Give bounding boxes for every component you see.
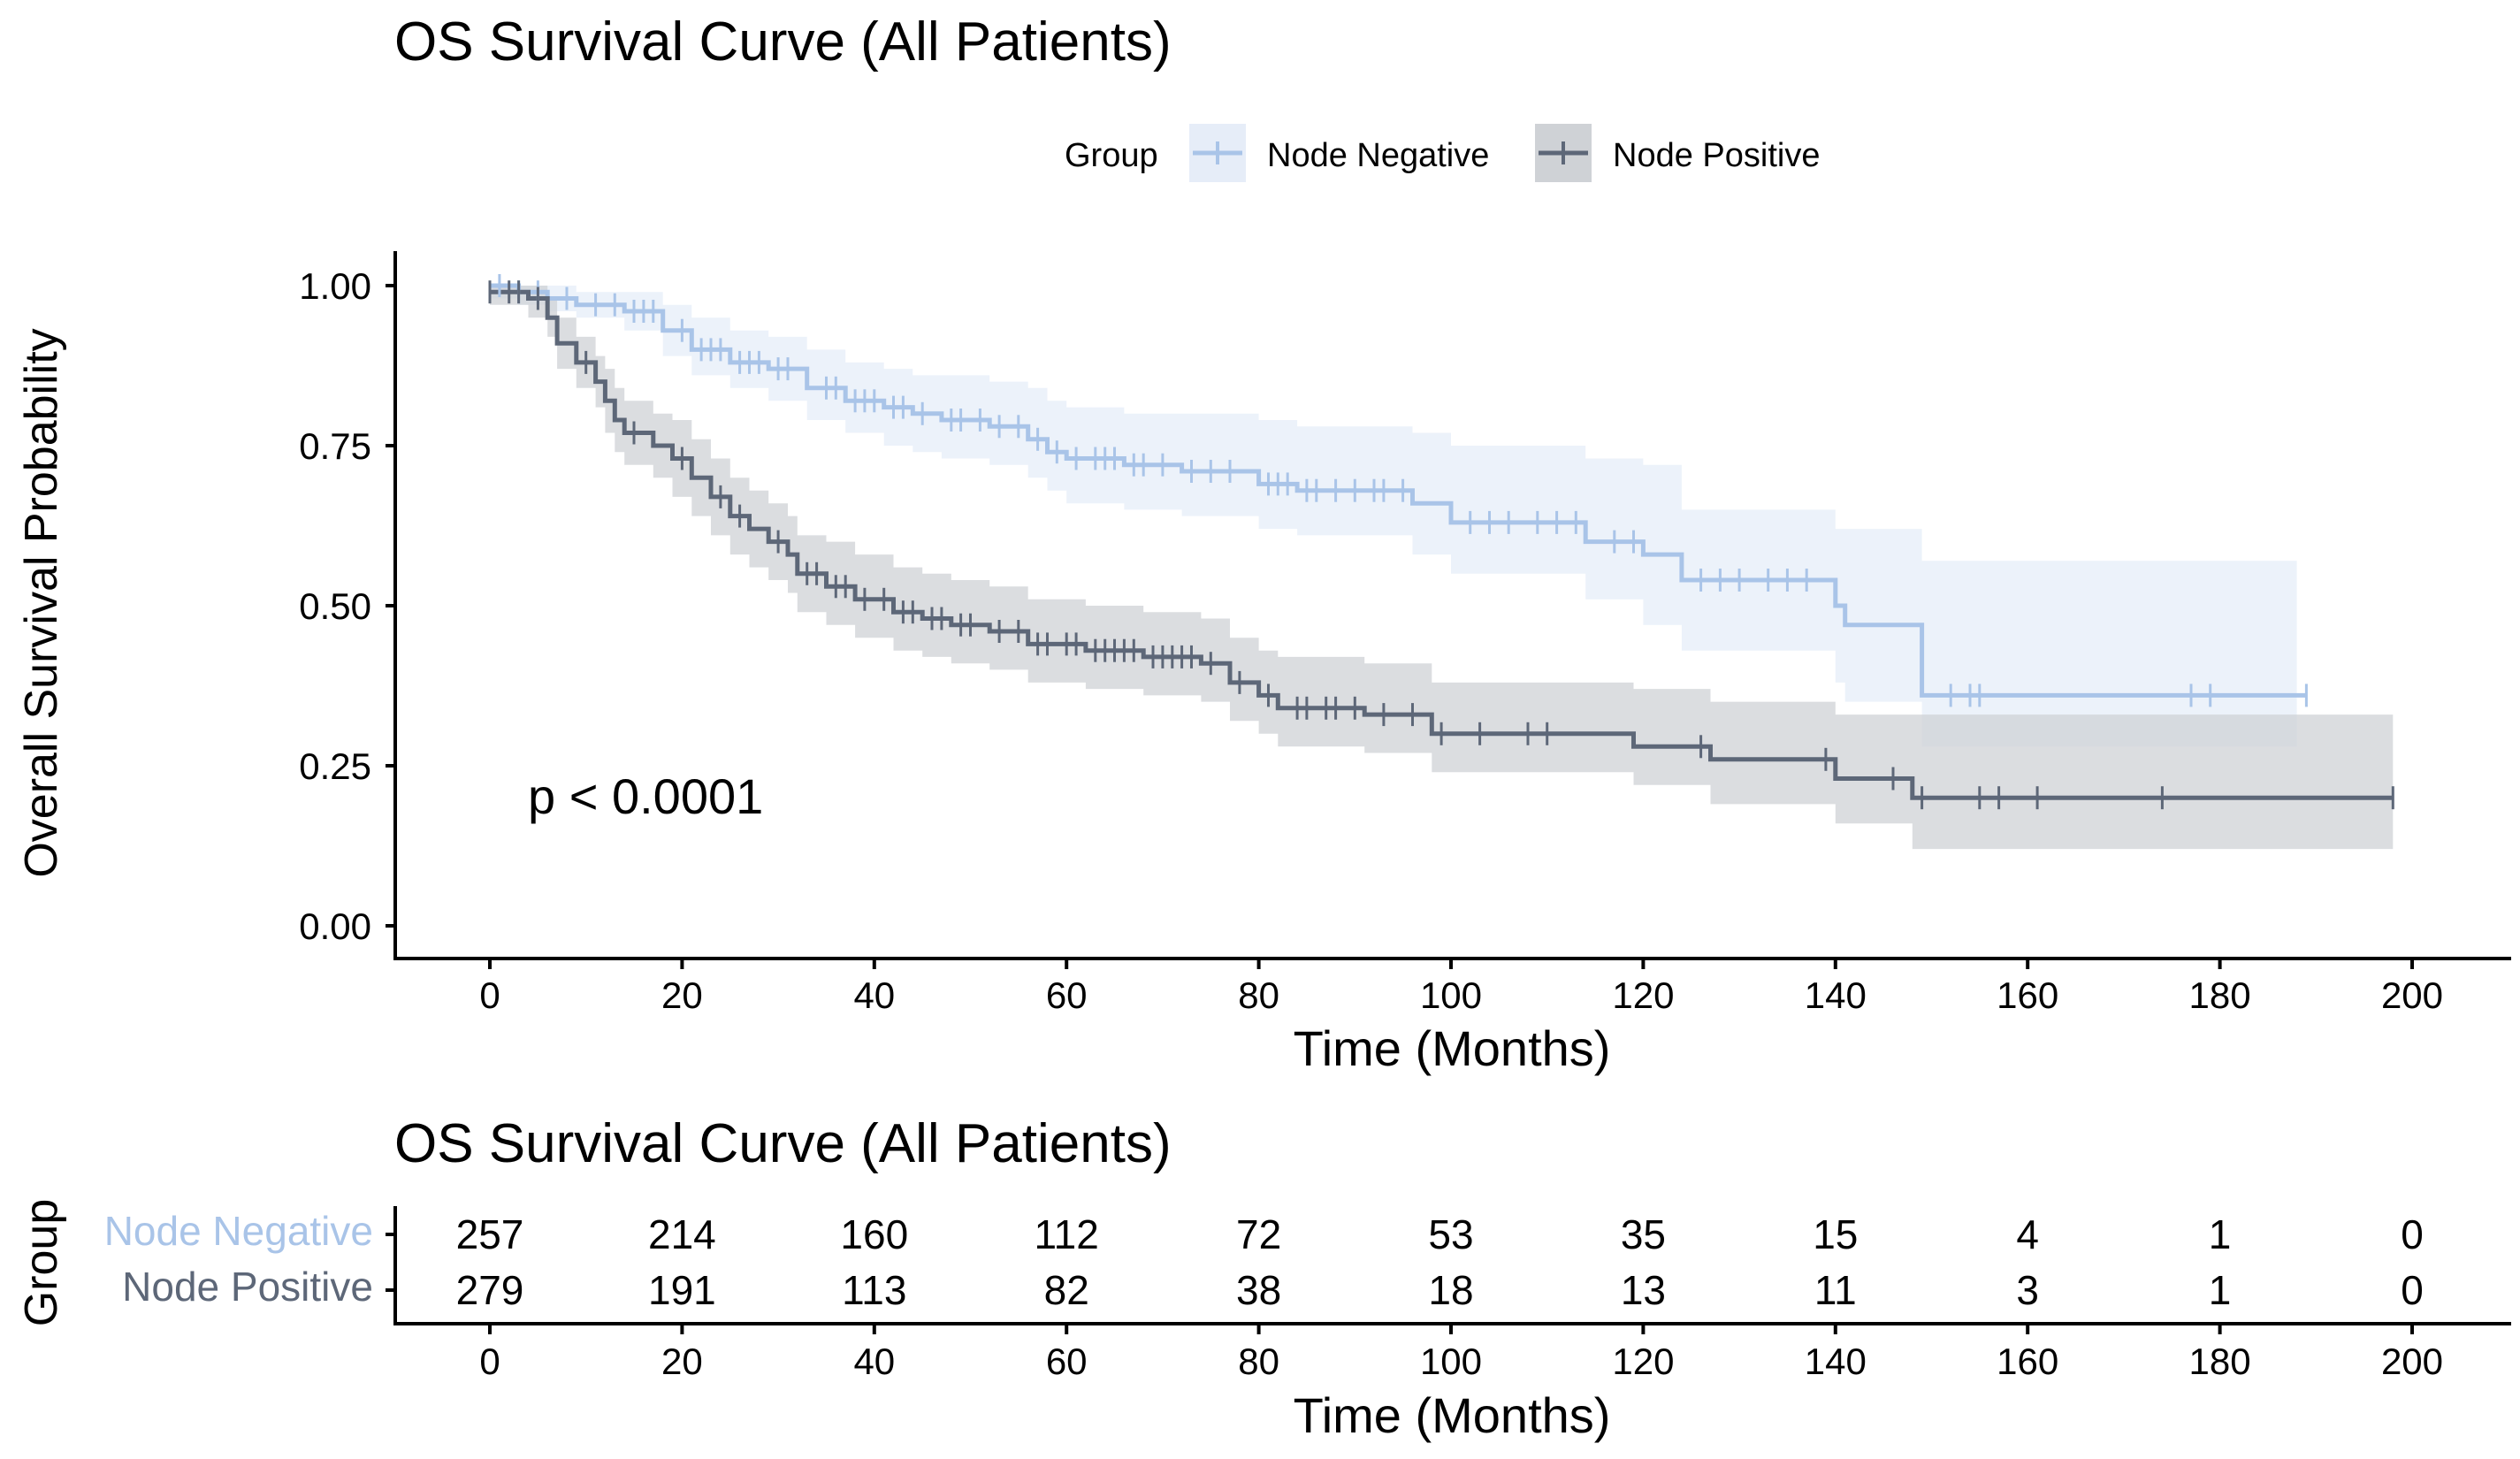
risk-x-tick-label: 20: [661, 1341, 703, 1382]
risk-cell-node-positive: 82: [1044, 1267, 1089, 1313]
risk-cell-node-negative: 53: [1428, 1211, 1473, 1257]
x-tick-label: 20: [661, 974, 703, 1016]
risk-cell-node-positive: 13: [1621, 1267, 1666, 1313]
risk-cell-node-negative: 15: [1813, 1211, 1858, 1257]
risk-cell-node-positive: 191: [648, 1267, 716, 1313]
survival-line-node-negative: [490, 283, 2307, 698]
y-tick-label: 0.75: [299, 425, 371, 467]
risk-cell-node-negative: 4: [2016, 1211, 2039, 1257]
x-tick-label: 180: [2189, 974, 2251, 1016]
risk-cell-node-negative: 1: [2209, 1211, 2232, 1257]
x-tick-label: 40: [853, 974, 895, 1016]
survival-line-node-positive: [490, 289, 2394, 800]
y-tick-label: 0.25: [299, 745, 371, 787]
legend-title: Group: [1065, 137, 1158, 174]
x-tick-label: 120: [1612, 974, 1674, 1016]
risk-table-title: OS Survival Curve (All Patients): [394, 1113, 1172, 1174]
x-tick-label: 160: [1997, 974, 2058, 1016]
plot-title: OS Survival Curve (All Patients): [394, 11, 1172, 73]
x-tick-label: 200: [2381, 974, 2443, 1016]
risk-x-tick-label: 180: [2189, 1341, 2251, 1382]
y-tick-label: 0.00: [299, 905, 371, 947]
y-tick-label: 0.50: [299, 585, 371, 627]
x-tick-label: 140: [1805, 974, 1867, 1016]
risk-row-label-node-positive: Node Positive: [122, 1264, 373, 1310]
risk-cell-node-negative: 0: [2401, 1211, 2424, 1257]
risk-cell-node-positive: 38: [1236, 1267, 1281, 1313]
risk-x-axis-title: Time (Months): [1294, 1387, 1611, 1443]
risk-cell-node-positive: 11: [1814, 1267, 1857, 1313]
legend-label-node-negative: Node Negative: [1267, 137, 1489, 174]
risk-cell-node-positive: 279: [456, 1267, 524, 1313]
risk-cell-node-positive: 3: [2016, 1267, 2039, 1313]
risk-table-group-title: Group: [16, 1199, 67, 1327]
survival-curves: [490, 283, 2394, 800]
censor-marks: [488, 274, 2394, 810]
risk-x-tick-label: 160: [1997, 1341, 2058, 1382]
p-value-annotation: p < 0.0001: [528, 768, 763, 824]
risk-cell-node-positive: 18: [1428, 1267, 1473, 1313]
risk-cell-node-negative: 257: [456, 1211, 524, 1257]
risk-x-tick-label: 80: [1238, 1341, 1279, 1382]
y-axis-title: Overall Survival Probability: [16, 328, 67, 877]
x-tick-label: 0: [479, 974, 500, 1016]
y-tick-label: 1.00: [299, 265, 371, 307]
legend: Group Node Negative Node Positive: [1065, 124, 1820, 182]
risk-x-tick-label: 40: [853, 1341, 895, 1382]
risk-cell-node-negative: 112: [1035, 1211, 1099, 1257]
x-tick-label: 60: [1046, 974, 1088, 1016]
risk-x-tick-label: 60: [1046, 1341, 1088, 1382]
x-tick-label: 80: [1238, 974, 1279, 1016]
risk-cell-node-negative: 160: [840, 1211, 908, 1257]
y-axis-ticks: 0.00 0.25 0.50 0.75 1.00: [299, 265, 395, 947]
ci-band-node-negative: [490, 286, 2297, 747]
risk-cell-node-negative: 35: [1621, 1211, 1666, 1257]
risk-row-label-node-negative: Node Negative: [104, 1208, 373, 1254]
risk-x-tick-label: 200: [2381, 1341, 2443, 1382]
x-axis-title: Time (Months): [1294, 1020, 1611, 1076]
risk-x-tick-label: 140: [1805, 1341, 1867, 1382]
risk-x-tick-label: 120: [1612, 1341, 1674, 1382]
risk-cell-node-positive: 1: [2209, 1267, 2232, 1313]
x-tick-label: 100: [1420, 974, 1482, 1016]
risk-x-tick-label: 0: [479, 1341, 500, 1382]
legend-label-node-positive: Node Positive: [1613, 137, 1820, 174]
risk-cell-node-negative: 72: [1236, 1211, 1281, 1257]
risk-x-tick-label: 100: [1420, 1341, 1482, 1382]
risk-cell-node-positive: 0: [2401, 1267, 2424, 1313]
risk-cell-node-negative: 214: [648, 1211, 716, 1257]
risk-x-axis-ticks: 0 20 40 60 80 100 120 140 160 180 200: [479, 1324, 2443, 1382]
x-axis-ticks: 0 20 40 60 80 100 120 140 160 180 200: [479, 959, 2443, 1016]
risk-cell-node-positive: 113: [842, 1267, 906, 1313]
